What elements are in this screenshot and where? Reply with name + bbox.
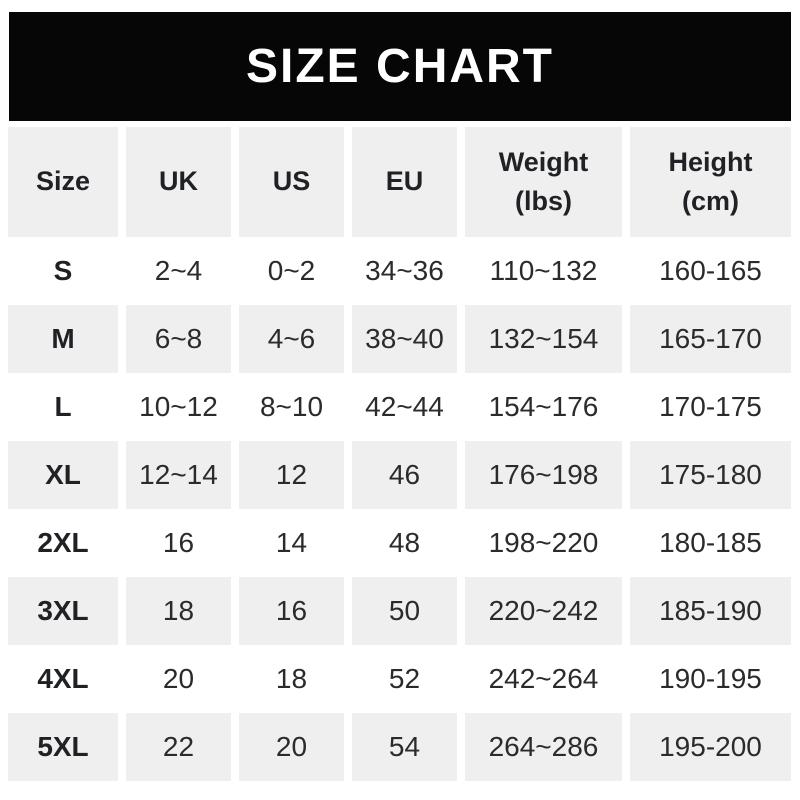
table-row-2xl: 2XL 16 14 48 198~220 180-185 bbox=[8, 509, 791, 577]
weight-cell: 154~176 bbox=[488, 391, 599, 422]
eu-cell: 42~44 bbox=[365, 391, 444, 422]
us-cell: 20 bbox=[239, 713, 344, 781]
size-label-cell: S bbox=[53, 255, 73, 286]
height-cell: 160-165 bbox=[659, 255, 762, 286]
weight-cell: 176~198 bbox=[465, 441, 622, 509]
chart-title: SIZE CHART bbox=[246, 40, 554, 93]
table-header-row: Size UK US EU Weight (lbs) Height (cm) bbox=[8, 127, 791, 237]
eu-cell: 46 bbox=[352, 441, 457, 509]
uk-cell: 2~4 bbox=[154, 255, 203, 286]
column-header-eu: EU bbox=[352, 127, 457, 237]
weight-cell: 132~154 bbox=[465, 305, 622, 373]
weight-cell: 198~220 bbox=[488, 527, 599, 558]
uk-cell: 22 bbox=[126, 713, 231, 781]
us-cell: 12 bbox=[239, 441, 344, 509]
height-cell: 185-190 bbox=[630, 577, 791, 645]
weight-cell: 242~264 bbox=[488, 663, 599, 694]
eu-cell: 54 bbox=[352, 713, 457, 781]
table-row-3xl: 3XL 18 16 50 220~242 185-190 bbox=[8, 577, 791, 645]
height-cell: 190-195 bbox=[659, 663, 762, 694]
eu-cell: 34~36 bbox=[365, 255, 444, 286]
column-header-us: US bbox=[239, 127, 344, 237]
size-label-cell: M bbox=[8, 305, 118, 373]
table-row-5xl: 5XL 22 20 54 264~286 195-200 bbox=[8, 713, 791, 781]
uk-cell: 18 bbox=[126, 577, 231, 645]
us-cell: 16 bbox=[239, 577, 344, 645]
us-cell: 8~10 bbox=[259, 391, 324, 422]
size-label-cell: 4XL bbox=[37, 663, 89, 694]
height-cell: 165-170 bbox=[630, 305, 791, 373]
us-cell: 18 bbox=[275, 663, 308, 694]
table-row-m: M 6~8 4~6 38~40 132~154 165-170 bbox=[8, 305, 791, 373]
us-cell: 0~2 bbox=[267, 255, 316, 286]
size-chart-table: Size UK US EU Weight (lbs) Height (cm) S… bbox=[8, 127, 791, 781]
uk-cell: 16 bbox=[162, 527, 195, 558]
eu-cell: 38~40 bbox=[352, 305, 457, 373]
height-cell: 175-180 bbox=[630, 441, 791, 509]
uk-cell: 6~8 bbox=[126, 305, 231, 373]
table-row-4xl: 4XL 20 18 52 242~264 190-195 bbox=[8, 645, 791, 713]
eu-cell: 48 bbox=[388, 527, 421, 558]
uk-cell: 10~12 bbox=[139, 391, 218, 422]
us-cell: 14 bbox=[275, 527, 308, 558]
size-label-cell: L bbox=[54, 391, 72, 422]
size-label-cell: 3XL bbox=[8, 577, 118, 645]
weight-cell: 264~286 bbox=[465, 713, 622, 781]
height-cell: 170-175 bbox=[659, 391, 762, 422]
uk-cell: 12~14 bbox=[126, 441, 231, 509]
table-row-l: L 10~12 8~10 42~44 154~176 170-175 bbox=[8, 373, 791, 441]
column-header-uk: UK bbox=[126, 127, 231, 237]
height-cell: 180-185 bbox=[659, 527, 762, 558]
column-header-size: Size bbox=[8, 127, 118, 237]
table-row-xl: XL 12~14 12 46 176~198 175-180 bbox=[8, 441, 791, 509]
uk-cell: 20 bbox=[162, 663, 195, 694]
weight-cell: 110~132 bbox=[489, 255, 598, 286]
size-label-cell: 2XL bbox=[37, 527, 89, 558]
size-label-cell: XL bbox=[8, 441, 118, 509]
us-cell: 4~6 bbox=[239, 305, 344, 373]
size-label-cell: 5XL bbox=[8, 713, 118, 781]
column-header-weight: Weight (lbs) bbox=[465, 127, 622, 237]
weight-cell: 220~242 bbox=[465, 577, 622, 645]
eu-cell: 50 bbox=[352, 577, 457, 645]
size-chart-banner: SIZE CHART bbox=[9, 12, 791, 121]
eu-cell: 52 bbox=[388, 663, 421, 694]
table-row-s: S 2~4 0~2 34~36 110~132 160-165 bbox=[8, 237, 791, 305]
height-cell: 195-200 bbox=[630, 713, 791, 781]
column-header-height: Height (cm) bbox=[630, 127, 791, 237]
